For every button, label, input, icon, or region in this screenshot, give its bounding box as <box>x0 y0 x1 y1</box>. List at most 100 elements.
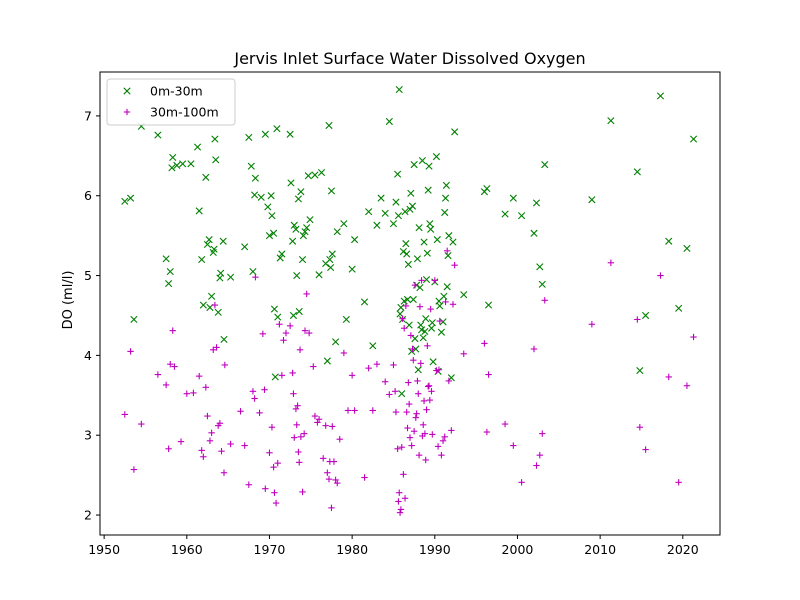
data-point <box>518 479 525 486</box>
data-point <box>203 240 212 249</box>
data-point <box>198 447 205 454</box>
data-point <box>501 420 509 428</box>
data-point <box>342 315 350 324</box>
data-point <box>348 372 356 379</box>
data-point <box>409 345 416 353</box>
data-point <box>220 335 228 344</box>
data-point <box>217 269 225 277</box>
data-point <box>436 302 444 310</box>
data-point <box>442 181 450 189</box>
data-point <box>434 443 442 450</box>
data-point <box>683 244 691 253</box>
y-tick-label: 7 <box>84 108 92 123</box>
data-point <box>395 85 403 94</box>
data-point <box>130 315 138 324</box>
data-point <box>294 195 302 203</box>
data-point <box>405 321 413 329</box>
plot-frame <box>99 71 721 536</box>
data-point <box>344 407 352 414</box>
data-point <box>340 349 348 357</box>
data-point <box>607 117 615 125</box>
data-point <box>305 329 313 337</box>
data-point <box>398 390 406 398</box>
data-point <box>536 451 543 459</box>
data-point <box>211 135 219 143</box>
data-point <box>411 281 419 289</box>
data-point <box>449 301 457 308</box>
data-point <box>412 345 420 353</box>
data-point <box>530 345 538 353</box>
data-point <box>245 481 252 488</box>
data-point <box>329 423 336 430</box>
data-point <box>399 248 407 256</box>
data-point <box>365 208 373 216</box>
data-point <box>530 229 538 237</box>
data-point <box>410 161 418 169</box>
data-point <box>162 381 170 389</box>
legend-label: 0m-30m <box>150 84 203 99</box>
data-point <box>332 338 340 346</box>
data-point <box>407 332 415 339</box>
data-point <box>441 433 448 441</box>
data-point <box>656 92 665 100</box>
data-point <box>299 488 306 496</box>
data-point <box>406 434 414 441</box>
data-point <box>418 157 426 165</box>
data-point <box>177 438 185 445</box>
data-point <box>289 237 297 245</box>
data-point <box>404 424 411 432</box>
data-point <box>390 361 397 369</box>
data-point <box>324 469 331 476</box>
data-point <box>483 428 491 436</box>
data-point <box>173 161 181 169</box>
data-point <box>408 202 417 210</box>
data-point <box>369 342 377 350</box>
data-point <box>245 133 253 142</box>
data-point <box>247 162 255 170</box>
data-point <box>420 421 427 429</box>
data-point <box>274 459 281 467</box>
data-point <box>485 371 492 378</box>
data-point <box>202 173 210 181</box>
data-point <box>401 325 408 332</box>
data-point <box>138 420 145 428</box>
data-point <box>403 250 411 258</box>
data-point <box>432 153 441 161</box>
data-point <box>415 224 423 232</box>
data-point <box>422 275 431 284</box>
legend: 0m-30m 30m-100m <box>106 78 236 126</box>
data-point <box>425 162 433 170</box>
data-point <box>306 216 314 224</box>
data-point <box>518 212 526 220</box>
data-point <box>460 350 467 357</box>
y-axis-label: DO (ml/l) <box>61 271 76 330</box>
data-point <box>539 430 546 437</box>
data-point <box>227 273 235 281</box>
data-point <box>290 390 297 397</box>
data-point <box>412 414 419 421</box>
x-tick-label: 1980 <box>336 542 368 557</box>
data-point <box>636 366 644 375</box>
data-point <box>484 301 493 309</box>
data-point <box>268 424 276 431</box>
data-point <box>360 298 369 306</box>
data-point <box>257 193 265 201</box>
data-point <box>483 184 491 193</box>
data-point <box>426 396 434 404</box>
data-point <box>420 397 428 405</box>
data-point <box>392 198 400 206</box>
data-point <box>416 303 424 310</box>
data-point <box>396 489 403 496</box>
legend-item: 0m-30m <box>123 84 203 99</box>
data-point <box>328 250 336 258</box>
data-point <box>270 463 277 471</box>
data-point <box>642 311 650 320</box>
data-point <box>536 263 544 271</box>
legend-label: 30m-100m <box>150 105 219 120</box>
data-point <box>214 308 222 316</box>
data-point <box>441 194 450 202</box>
data-point <box>377 194 385 202</box>
data-point <box>286 322 294 330</box>
data-point <box>273 125 281 133</box>
